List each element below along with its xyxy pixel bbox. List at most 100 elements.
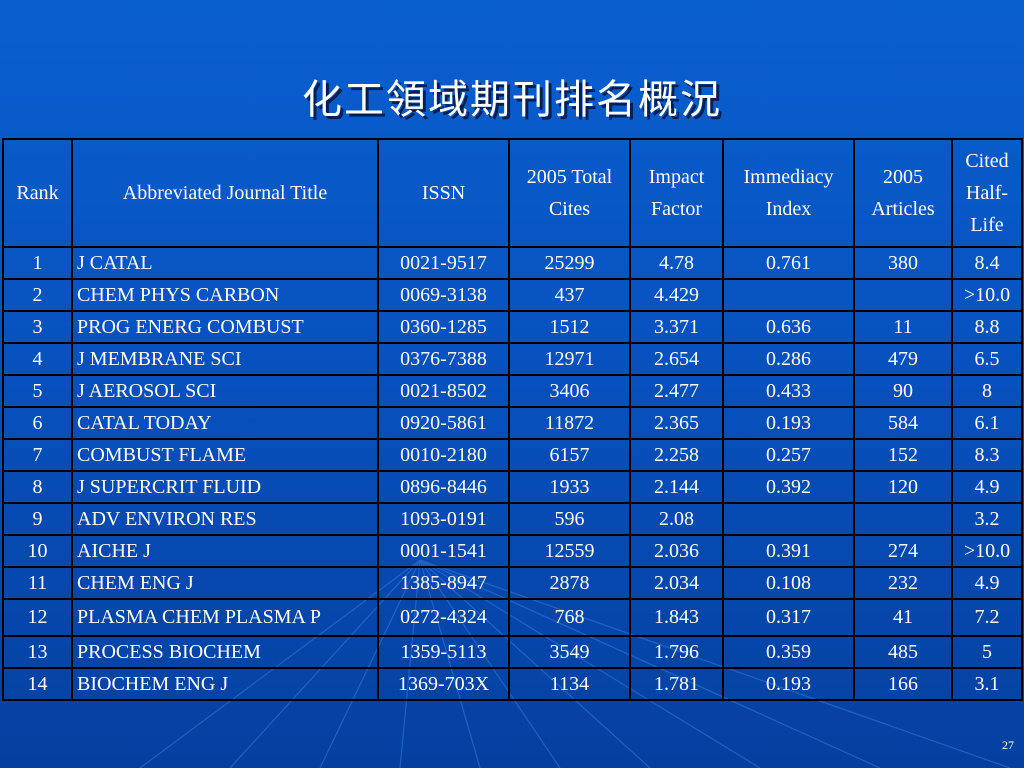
- cell-rank: 13: [2, 635, 73, 669]
- cell-rank: 14: [2, 667, 73, 701]
- cell-cited-half-life: 3.2: [951, 502, 1023, 536]
- header-rank: Rank: [2, 138, 73, 248]
- cell-cited-half-life: 6.1: [951, 406, 1023, 440]
- cell-articles: 274: [853, 534, 953, 568]
- cell-total-cites: 3406: [508, 374, 631, 408]
- cell-immediacy-index: 0.108: [722, 566, 855, 600]
- cell-articles: 90: [853, 374, 953, 408]
- cell-issn: 0896-8446: [377, 470, 510, 504]
- cell-total-cites: 1933: [508, 470, 631, 504]
- cell-articles: 584: [853, 406, 953, 440]
- cell-immediacy-index: 0.317: [722, 598, 855, 637]
- cell-impact-factor: 4.429: [629, 278, 724, 312]
- cell-cited-half-life: 7.2: [951, 598, 1023, 637]
- slide-title: 化工領域期刊排名概況: [302, 77, 722, 123]
- cell-impact-factor: 2.365: [629, 406, 724, 440]
- table-row: 3 PROG ENERG COMBUST 0360-1285 1512 3.371 0.6…: [2, 310, 1023, 344]
- cell-cited-half-life: 8.4: [951, 246, 1023, 280]
- cell-journal-title: BIOCHEM ENG J: [71, 667, 379, 701]
- cell-total-cites: 3549: [508, 635, 631, 669]
- cell-total-cites: 1134: [508, 667, 631, 701]
- cell-total-cites: 11872: [508, 406, 631, 440]
- cell-issn: 1385-8947: [377, 566, 510, 600]
- cell-rank: 10: [2, 534, 73, 568]
- cell-issn: 0272-4324: [377, 598, 510, 637]
- header-total-cites: 2005 Total Cites: [508, 138, 631, 248]
- header-articles: 2005 Articles: [853, 138, 953, 248]
- cell-rank: 9: [2, 502, 73, 536]
- cell-cited-half-life: 4.9: [951, 566, 1023, 600]
- cell-journal-title: AICHE J: [71, 534, 379, 568]
- cell-rank: 3: [2, 310, 73, 344]
- table-row: 2 CHEM PHYS CARBON 0069-3138 437 4.429 >10.0: [2, 278, 1023, 312]
- cell-immediacy-index: [722, 278, 855, 312]
- cell-total-cites: 1512: [508, 310, 631, 344]
- cell-articles: 485: [853, 635, 953, 669]
- cell-rank: 6: [2, 406, 73, 440]
- cell-journal-title: J AEROSOL SCI: [71, 374, 379, 408]
- cell-journal-title: PROG ENERG COMBUST: [71, 310, 379, 344]
- cell-immediacy-index: 0.392: [722, 470, 855, 504]
- cell-journal-title: PLASMA CHEM PLASMA P: [71, 598, 379, 637]
- cell-impact-factor: 1.796: [629, 635, 724, 669]
- cell-cited-half-life: >10.0: [951, 534, 1023, 568]
- cell-articles: [853, 278, 953, 312]
- cell-issn: 1369-703X: [377, 667, 510, 701]
- cell-issn: 0021-8502: [377, 374, 510, 408]
- cell-total-cites: 25299: [508, 246, 631, 280]
- cell-rank: 12: [2, 598, 73, 637]
- cell-rank: 4: [2, 342, 73, 376]
- cell-cited-half-life: 8.3: [951, 438, 1023, 472]
- cell-impact-factor: 2.654: [629, 342, 724, 376]
- table-row: 6 CATAL TODAY 0920-5861 11872 2.365 0.193 584 6…: [2, 406, 1023, 440]
- cell-immediacy-index: 0.391: [722, 534, 855, 568]
- table-row: 12 PLASMA CHEM PLASMA P 0272-4324 768 1.843 0…: [2, 598, 1023, 637]
- table-row: 9 ADV ENVIRON RES 1093-0191 596 2.08 3.2: [2, 502, 1023, 536]
- cell-immediacy-index: 0.193: [722, 667, 855, 701]
- cell-immediacy-index: 0.433: [722, 374, 855, 408]
- cell-issn: 1359-5113: [377, 635, 510, 669]
- cell-cited-half-life: >10.0: [951, 278, 1023, 312]
- cell-journal-title: CATAL TODAY: [71, 406, 379, 440]
- cell-articles: 232: [853, 566, 953, 600]
- cell-total-cites: 12971: [508, 342, 631, 376]
- cell-impact-factor: 2.036: [629, 534, 724, 568]
- cell-rank: 7: [2, 438, 73, 472]
- cell-impact-factor: 2.144: [629, 470, 724, 504]
- cell-cited-half-life: 8: [951, 374, 1023, 408]
- cell-journal-title: CHEM PHYS CARBON: [71, 278, 379, 312]
- cell-journal-title: COMBUST FLAME: [71, 438, 379, 472]
- cell-cited-half-life: 5: [951, 635, 1023, 669]
- cell-impact-factor: 2.08: [629, 502, 724, 536]
- header-impact-factor: Impact Factor: [629, 138, 724, 248]
- cell-rank: 2: [2, 278, 73, 312]
- cell-total-cites: 768: [508, 598, 631, 637]
- cell-issn: 0010-2180: [377, 438, 510, 472]
- header-issn: ISSN: [377, 138, 510, 248]
- cell-rank: 1: [2, 246, 73, 280]
- table-row: 14 BIOCHEM ENG J 1369-703X 1134 1.781 0.193 16…: [2, 667, 1023, 701]
- cell-articles: 41: [853, 598, 953, 637]
- cell-articles: 166: [853, 667, 953, 701]
- cell-issn: 0376-7388: [377, 342, 510, 376]
- cell-total-cites: 437: [508, 278, 631, 312]
- cell-impact-factor: 3.371: [629, 310, 724, 344]
- cell-total-cites: 6157: [508, 438, 631, 472]
- cell-articles: 479: [853, 342, 953, 376]
- cell-journal-title: J SUPERCRIT FLUID: [71, 470, 379, 504]
- cell-journal-title: CHEM ENG J: [71, 566, 379, 600]
- table-row: 7 COMBUST FLAME 0010-2180 6157 2.258 0.257 152…: [2, 438, 1023, 472]
- cell-articles: 120: [853, 470, 953, 504]
- cell-rank: 11: [2, 566, 73, 600]
- table-header-row: Rank Abbreviated Journal Title ISSN 2005…: [2, 138, 1023, 248]
- cell-immediacy-index: [722, 502, 855, 536]
- cell-immediacy-index: 0.636: [722, 310, 855, 344]
- table-row: 11 CHEM ENG J 1385-8947 2878 2.034 0.108 232 4.…: [2, 566, 1023, 600]
- cell-issn: 0021-9517: [377, 246, 510, 280]
- cell-impact-factor: 2.258: [629, 438, 724, 472]
- cell-journal-title: J MEMBRANE SCI: [71, 342, 379, 376]
- page-number: 27: [1002, 738, 1014, 752]
- cell-articles: 380: [853, 246, 953, 280]
